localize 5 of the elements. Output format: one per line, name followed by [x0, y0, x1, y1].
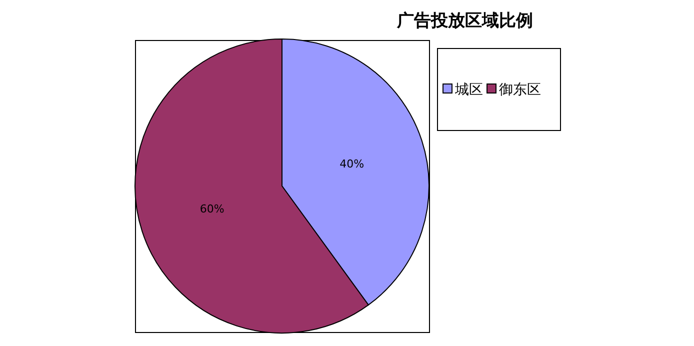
legend-label: 城区 — [454, 82, 483, 98]
legend-label: 御东区 — [499, 82, 541, 98]
data-label: 60% — [200, 202, 224, 216]
chart-title: 广告投放区域比例 — [396, 11, 533, 31]
data-label: 40% — [340, 157, 364, 170]
